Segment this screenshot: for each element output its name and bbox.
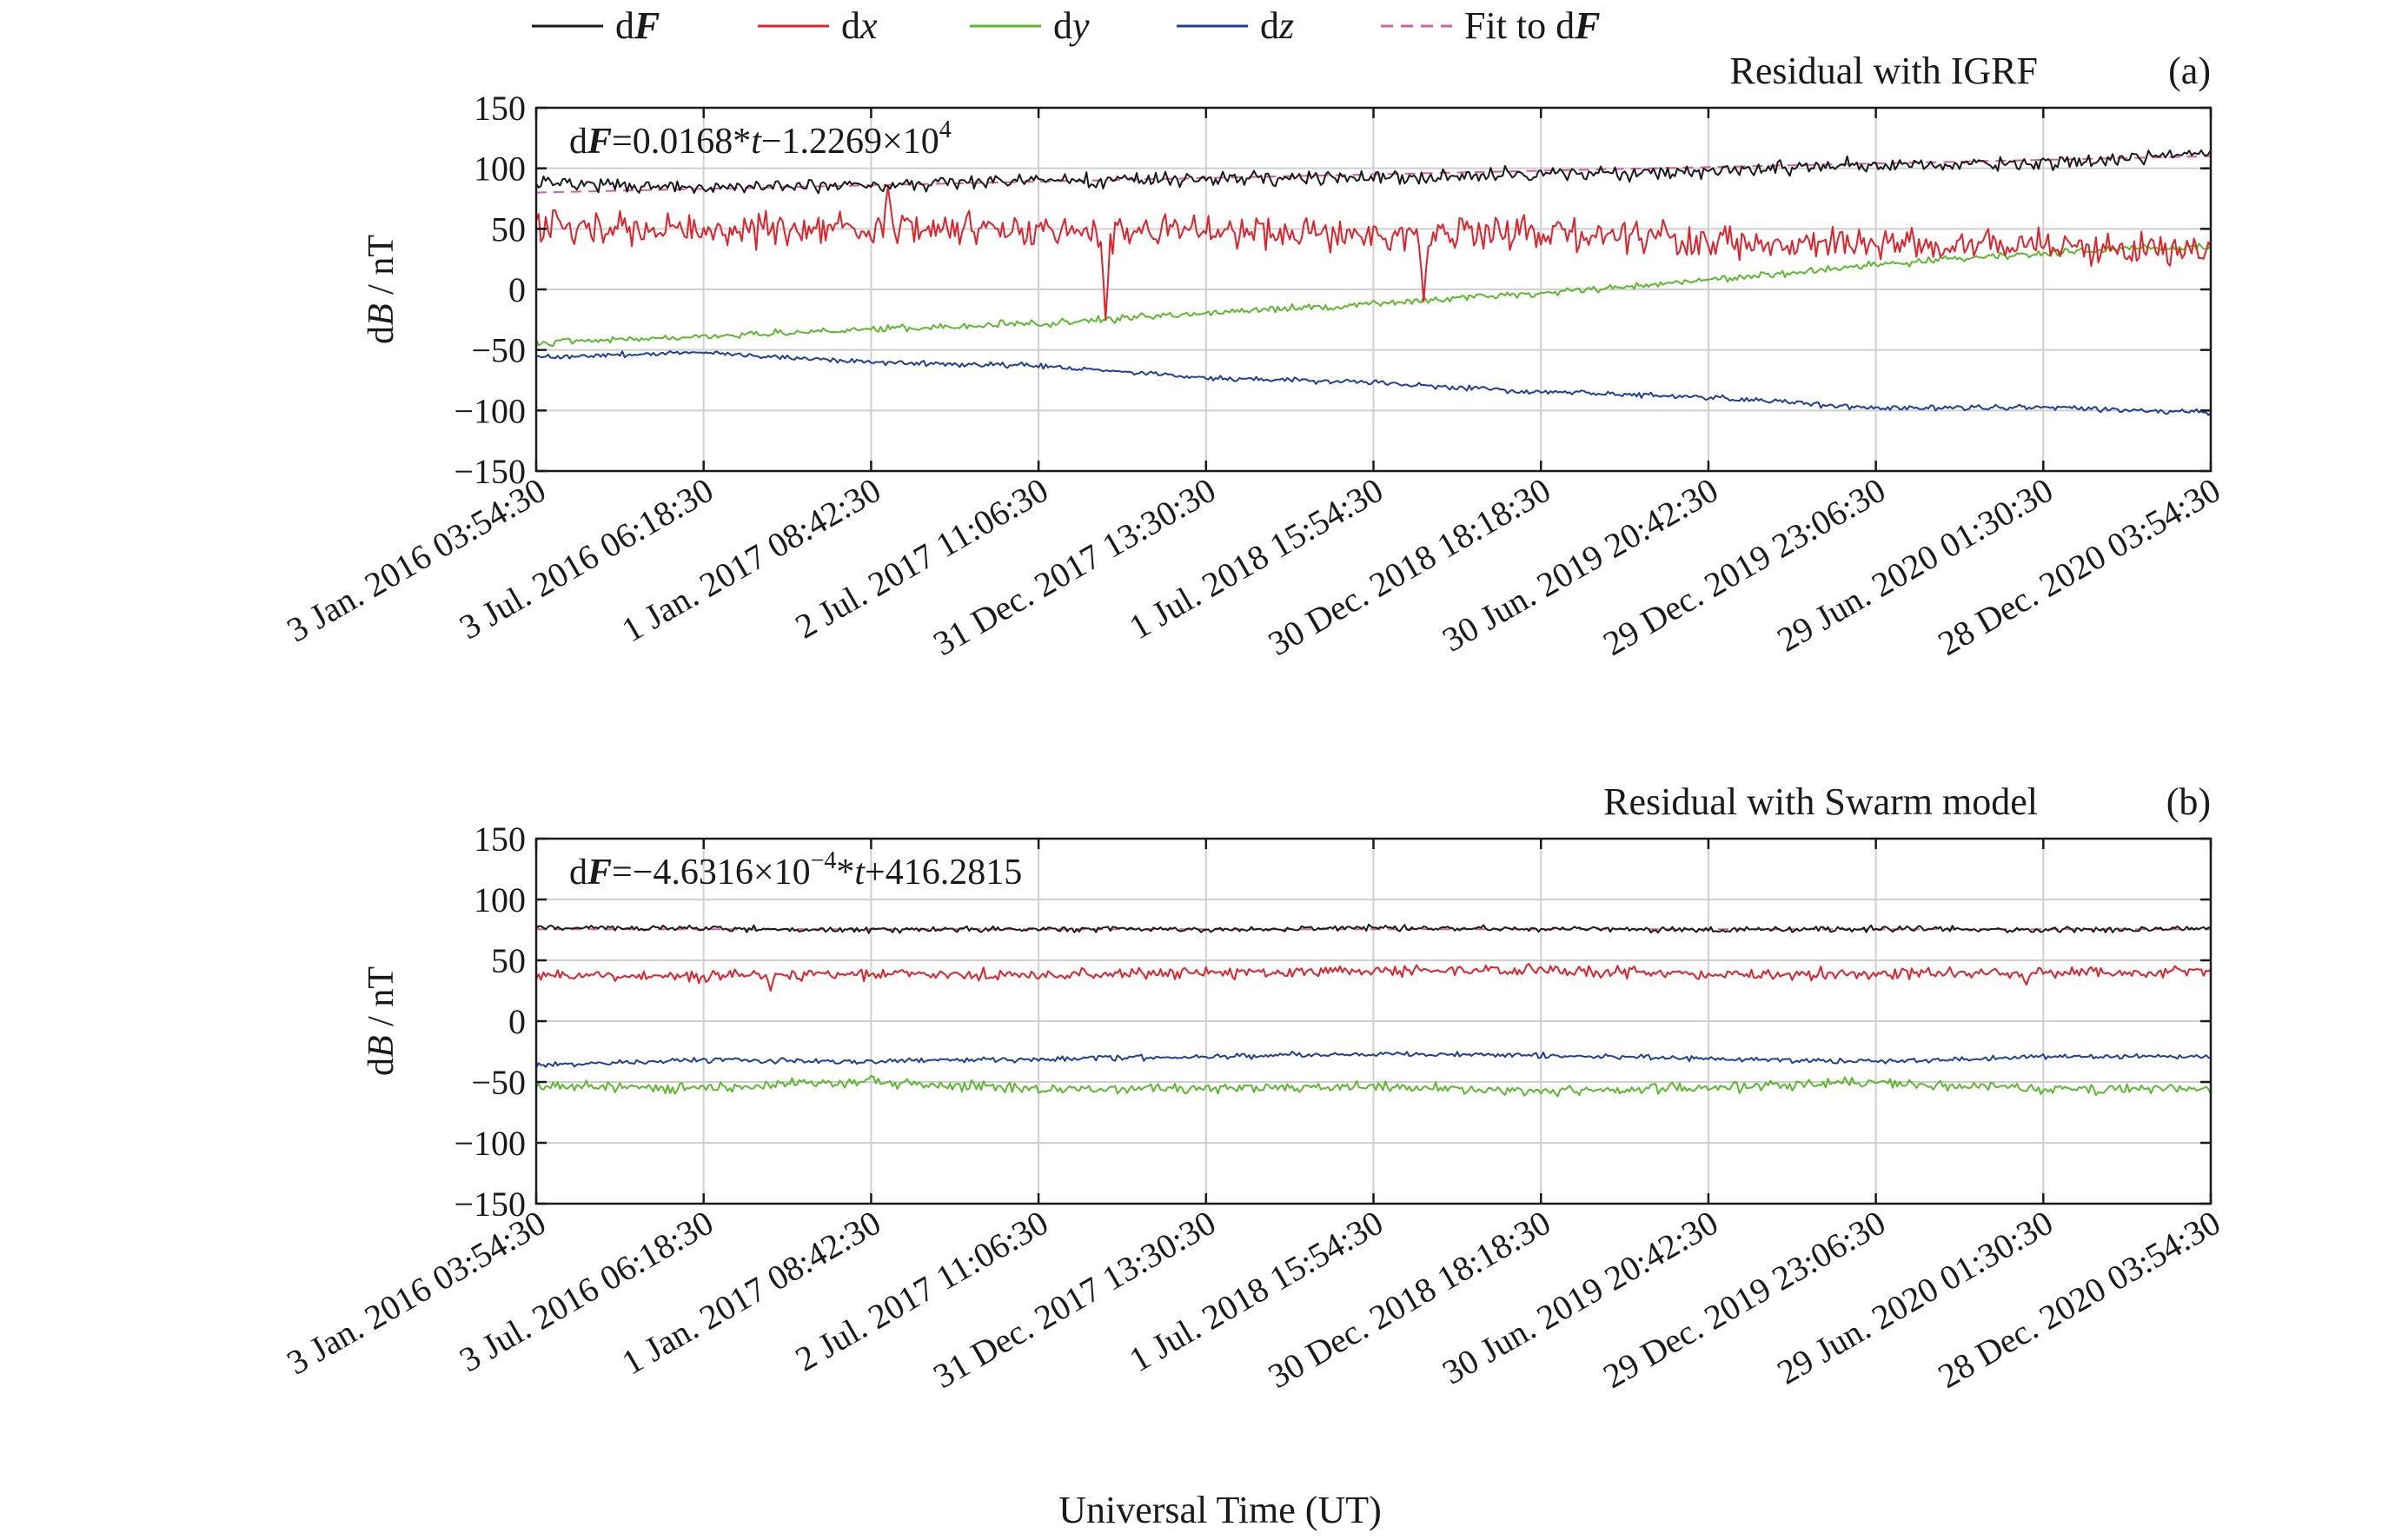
x-tick-label: 29 Dec. 2019 23:06:30: [1596, 470, 1892, 663]
legend-item-dF: dF: [532, 4, 660, 47]
x-axis-label: Universal Time (UT): [1058, 1489, 1382, 1531]
x-tick-label: 30 Jun. 2019 20:42:30: [1436, 470, 1724, 660]
y-axis-label: dB / nT: [362, 966, 401, 1076]
panel-title: Residual with IGRF: [1730, 50, 2038, 92]
y-tick-label: −150: [454, 1185, 526, 1224]
y-tick-label: 150: [474, 820, 526, 859]
y-tick-label: −100: [454, 1124, 526, 1163]
legend-label-dF: dF: [615, 4, 660, 47]
y-tick-label: 0: [508, 270, 526, 309]
y-tick-label: 100: [474, 880, 526, 919]
grid: [536, 839, 2211, 1204]
y-tick-label: −100: [454, 391, 526, 430]
x-tick-label: 31 Dec. 2017 13:30:30: [926, 470, 1222, 663]
series-line-dz: [536, 350, 2211, 416]
panel-tag: (b): [2166, 780, 2211, 823]
fit-equation: dF=0.0168*t−1.2269×104: [569, 116, 952, 162]
x-tick-label: 29 Jun. 2020 01:30:30: [1770, 1203, 2059, 1392]
fit-equation: dF=−4.6316×10−4*t+416.2815: [569, 847, 1022, 893]
legend-label-fit: Fit to dF: [1464, 4, 1601, 47]
x-tick-label: 28 Dec. 2020 03:54:30: [1931, 1203, 2226, 1396]
series-line-dx: [536, 185, 2211, 321]
y-tick-label: −150: [454, 452, 526, 491]
legend-label-dx: dx: [841, 4, 878, 47]
series-line-dF: [536, 923, 2211, 934]
series-line-dF: [536, 149, 2211, 195]
x-tick-label: 30 Dec. 2018 18:18:30: [1262, 1203, 1557, 1396]
series-line-dy: [536, 1075, 2211, 1098]
x-tick-label: 30 Dec. 2018 18:18:30: [1262, 470, 1557, 663]
x-tick-label: 31 Dec. 2017 13:30:30: [926, 1203, 1222, 1396]
legend-label-dz: dz: [1260, 4, 1294, 47]
x-tick-label: 29 Dec. 2019 23:06:30: [1596, 1203, 1892, 1396]
legend-item-dy: dy: [970, 4, 1090, 47]
legend-item-fit: Fit to dF: [1381, 4, 1601, 47]
legend-item-dx: dx: [758, 4, 878, 47]
y-tick-label: 50: [491, 209, 526, 249]
panel-title: Residual with Swarm model: [1603, 780, 2038, 823]
legend: dF dx dy dz Fit to dF: [532, 4, 1601, 47]
x-tick-label: 30 Jun. 2019 20:42:30: [1436, 1203, 1724, 1392]
legend-label-dy: dy: [1053, 4, 1090, 47]
series-line-dy: [536, 242, 2211, 348]
y-tick-label: 50: [491, 941, 526, 980]
series-line-dx: [536, 963, 2211, 992]
series-line-dz: [536, 1050, 2211, 1069]
y-tick-label: −50: [471, 331, 526, 370]
x-tick-label: 29 Jun. 2020 01:30:30: [1770, 470, 2059, 660]
y-axis-label: dB / nT: [362, 235, 401, 344]
series-group: [536, 923, 2211, 1098]
grid: [536, 108, 2211, 471]
series-group: [536, 149, 2211, 416]
y-tick-label: −50: [471, 1063, 526, 1102]
legend-item-dz: dz: [1177, 4, 1294, 47]
y-tick-label: 150: [474, 89, 526, 128]
panel-tag: (a): [2168, 50, 2211, 92]
x-tick-label: 28 Dec. 2020 03:54:30: [1931, 470, 2226, 663]
y-tick-label: 0: [508, 1002, 526, 1041]
y-tick-label: 100: [474, 149, 526, 189]
